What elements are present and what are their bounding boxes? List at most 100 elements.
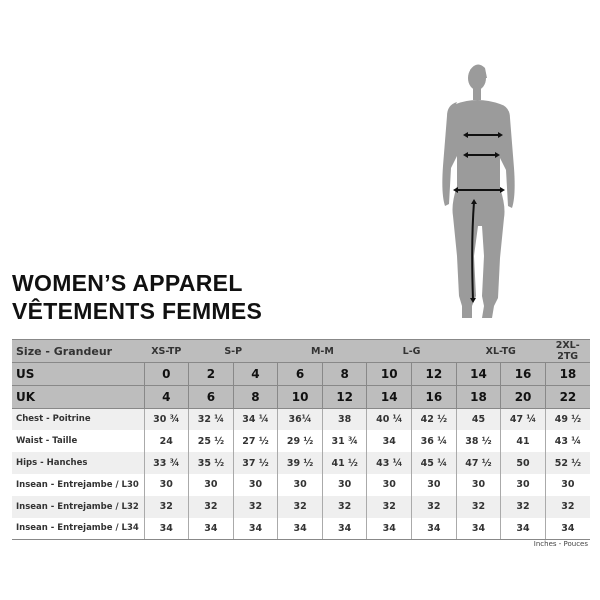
measurement-cell: 30 bbox=[500, 473, 546, 496]
measurement-cell: 32 bbox=[143, 495, 189, 518]
size-cell: 4 bbox=[143, 384, 189, 409]
size-group-label: XL-TG bbox=[485, 345, 516, 357]
measurement-cell: 43 ¼ bbox=[366, 452, 412, 474]
measurement-cell: 31 ¾ bbox=[321, 430, 367, 453]
measurement-cell: 27 ½ bbox=[232, 430, 278, 453]
measurement-cell: 36¼ bbox=[277, 407, 323, 431]
measurement-cell: 42 ½ bbox=[411, 407, 457, 431]
measurement-cell: 34 ¼ bbox=[232, 407, 278, 431]
measurement-row: Hips - Hanches 33 ¾ 35 ½ 37 ½ 39 ½ 41 ½ 43 ¼ 45… bbox=[12, 452, 590, 474]
size-cell: 18 bbox=[455, 384, 501, 409]
measurement-cell: 32 bbox=[544, 495, 590, 518]
measurement-cell: 30 bbox=[544, 473, 590, 496]
row-label: Chest - Poitrine bbox=[12, 407, 144, 431]
row-label: US bbox=[12, 362, 144, 386]
size-cell: 16 bbox=[411, 384, 457, 409]
measurement-arrows bbox=[453, 132, 505, 303]
measurement-cell: 29 ½ bbox=[277, 430, 323, 453]
header-label: Size - Grandeur bbox=[12, 339, 144, 363]
measurement-cell: 30 bbox=[321, 473, 367, 496]
measurement-cell: 40 ¼ bbox=[366, 407, 412, 431]
size-row-uk: UK 4 6 8 10 12 14 16 18 20 22 bbox=[12, 384, 590, 409]
measurement-cell: 30 bbox=[455, 473, 501, 496]
measurement-cell: 36 ¼ bbox=[411, 430, 457, 453]
size-group-l-g: L-G bbox=[366, 339, 457, 363]
size-cell: 10 bbox=[277, 384, 323, 409]
size-cell: 6 bbox=[277, 362, 323, 386]
row-label: UK bbox=[12, 384, 144, 409]
size-group-label: M-M bbox=[310, 345, 334, 357]
size-group-label: S-P bbox=[224, 345, 243, 357]
row-label: Insean - Entrejambe / L30 bbox=[12, 473, 144, 496]
measurement-cell: 38 bbox=[321, 407, 367, 431]
size-group-label: XS-TP bbox=[151, 345, 182, 357]
measurement-cell: 34 bbox=[544, 517, 590, 541]
measurement-cell: 32 ¼ bbox=[188, 407, 234, 431]
size-cell: 18 bbox=[544, 362, 590, 386]
size-cell: 6 bbox=[188, 384, 234, 409]
title-french: VÊTEMENTS FEMMES bbox=[12, 298, 263, 324]
measurement-row: Waist - Taille 24 25 ½ 27 ½ 29 ½ 31 ¾ 34 36 ¼ 38… bbox=[12, 430, 590, 453]
measurement-cell: 34 bbox=[500, 517, 546, 541]
size-cell: 12 bbox=[321, 384, 367, 409]
measurement-cell: 32 bbox=[188, 495, 234, 518]
units-note: Inches - Pouces bbox=[533, 540, 588, 548]
measurement-cell: 32 bbox=[411, 495, 457, 518]
measurement-cell: 37 ½ bbox=[232, 452, 278, 474]
size-cell: 14 bbox=[455, 362, 501, 386]
measurement-cell: 50 bbox=[500, 452, 546, 474]
measurement-cell: 38 ½ bbox=[455, 430, 501, 453]
measurement-cell: 43 ¼ bbox=[544, 430, 590, 453]
measurement-cell: 30 ¾ bbox=[143, 407, 189, 431]
title-english: WOMEN’S APPAREL bbox=[12, 270, 243, 296]
size-cell: 22 bbox=[544, 384, 590, 409]
measurement-cell: 41 ½ bbox=[321, 452, 367, 474]
measurement-cell: 30 bbox=[366, 473, 412, 496]
measurement-cell: 34 bbox=[188, 517, 234, 541]
measurement-cell: 34 bbox=[366, 517, 412, 541]
size-group-m-m: M-M bbox=[277, 339, 367, 363]
measurement-cell: 30 bbox=[143, 473, 189, 496]
measurement-cell: 30 bbox=[232, 473, 278, 496]
row-label: Waist - Taille bbox=[12, 430, 144, 453]
size-group-xs-tp: XS-TP bbox=[144, 339, 189, 363]
size-group-header-row: Size - Grandeur XS-TP S-P M-M L-G XL-TG 2XL-2T… bbox=[12, 339, 590, 363]
size-group-s-p: S-P bbox=[188, 339, 278, 363]
measurement-cell: 34 bbox=[321, 517, 367, 541]
measurement-cell: 33 ¾ bbox=[143, 452, 189, 474]
measurement-cell: 32 bbox=[366, 495, 412, 518]
measurement-cell: 32 bbox=[455, 495, 501, 518]
measurement-cell: 25 ½ bbox=[188, 430, 234, 453]
measurement-row: Chest - Poitrine 30 ¾ 32 ¼ 34 ¼ 36¼ 38 40 ¼ 42 … bbox=[12, 407, 590, 431]
measurement-cell: 24 bbox=[143, 430, 189, 453]
measurement-cell: 47 ¼ bbox=[500, 407, 546, 431]
measurement-row: Insean - Entrejambe / L34 34 34 34 34 34 34 34 3… bbox=[12, 517, 590, 541]
size-group-xl-tg: XL-TG bbox=[456, 339, 546, 363]
size-group-label: 2XL-2TG bbox=[555, 340, 580, 362]
measurement-cell: 34 bbox=[232, 517, 278, 541]
woman-silhouette bbox=[442, 64, 515, 318]
size-cell: 8 bbox=[232, 384, 278, 409]
size-chart-table: Size - Grandeur XS-TP S-P M-M L-G XL-TG 2XL-2T… bbox=[12, 339, 590, 541]
measurement-cell: 47 ½ bbox=[455, 452, 501, 474]
measurement-cell: 41 bbox=[500, 430, 546, 453]
size-cell: 4 bbox=[232, 362, 278, 386]
measurement-cell: 49 ½ bbox=[544, 407, 590, 431]
measurement-cell: 34 bbox=[455, 517, 501, 541]
measurement-cell: 45 bbox=[455, 407, 501, 431]
size-row-us: US 0 2 4 6 8 10 12 14 16 18 bbox=[12, 362, 590, 386]
row-label: Hips - Hanches bbox=[12, 452, 144, 474]
measurement-cell: 35 ½ bbox=[188, 452, 234, 474]
measurement-cell: 30 bbox=[411, 473, 457, 496]
size-group-label: L-G bbox=[402, 345, 421, 357]
measurement-cell: 30 bbox=[277, 473, 323, 496]
measurement-cell: 52 ½ bbox=[544, 452, 590, 474]
size-cell: 16 bbox=[500, 362, 546, 386]
measurement-cell: 34 bbox=[411, 517, 457, 541]
measurement-cell: 34 bbox=[366, 430, 412, 453]
measurement-cell: 32 bbox=[232, 495, 278, 518]
measurement-cell: 32 bbox=[321, 495, 367, 518]
size-cell: 8 bbox=[321, 362, 367, 386]
measurement-cell: 34 bbox=[277, 517, 323, 541]
size-cell: 0 bbox=[143, 362, 189, 386]
